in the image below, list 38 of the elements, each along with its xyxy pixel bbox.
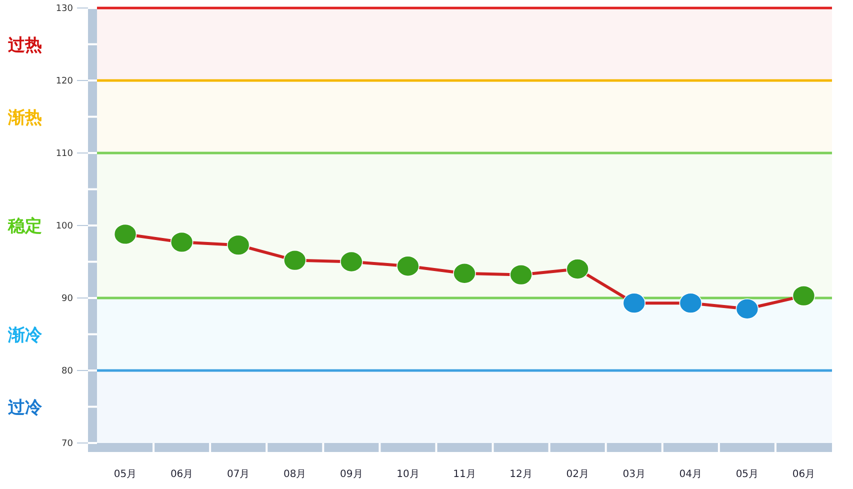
point — [622, 292, 646, 314]
x-tick-label: 08月 — [284, 469, 306, 480]
x-tick-label: 05月 — [736, 469, 759, 480]
x-tick-label: 04月 — [679, 469, 702, 480]
x-tick-label: 09月 — [340, 469, 363, 480]
y-tick-label: 110 — [56, 149, 74, 159]
y-tick-label: 100 — [56, 222, 74, 232]
point — [226, 234, 250, 256]
point — [396, 256, 420, 276]
band-label: 稳定 — [7, 216, 42, 236]
point — [114, 224, 137, 245]
x-tick-label: 06月 — [792, 469, 816, 480]
band-label: 过冷 — [7, 398, 43, 418]
x-tick-label: 06月 — [170, 469, 194, 480]
band-label: 过热 — [7, 35, 42, 56]
y-tick-label: 90 — [62, 294, 74, 304]
x-tick-label: 10月 — [396, 469, 420, 480]
x-tick-label: 03月 — [622, 469, 646, 480]
point — [170, 232, 194, 253]
x-tick-label: 05月 — [114, 469, 137, 480]
x-tick-label: 12月 — [510, 469, 532, 480]
y-tick-label: 80 — [62, 366, 74, 376]
band-label: 渐热 — [7, 108, 42, 128]
band-label: 渐冷 — [7, 325, 43, 346]
x-tick-label: 07月 — [226, 469, 250, 480]
point — [340, 251, 363, 272]
point — [283, 250, 306, 271]
point — [510, 264, 532, 286]
y-tick-label: 130 — [56, 4, 74, 14]
point — [566, 258, 589, 280]
y-tick-label: 120 — [56, 76, 74, 86]
point — [679, 292, 702, 314]
x-tick-label: 11月 — [453, 469, 476, 480]
point — [453, 262, 476, 284]
point — [736, 298, 759, 320]
y-tick-label: 70 — [62, 439, 74, 449]
point — [792, 285, 816, 306]
x-tick-label: 02月 — [566, 469, 589, 480]
